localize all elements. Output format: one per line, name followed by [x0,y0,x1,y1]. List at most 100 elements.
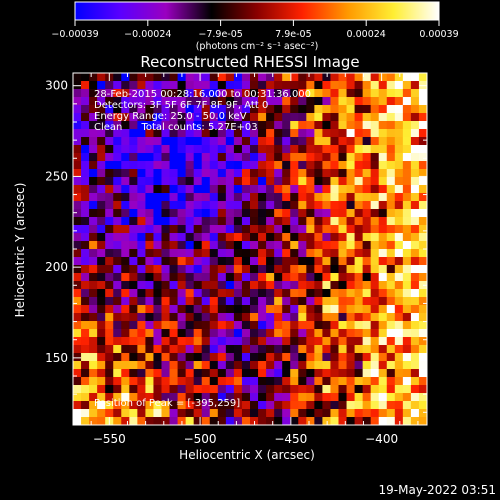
heatmap-cell [241,129,251,138]
heatmap-cell [185,369,195,378]
heatmap-cell [129,161,138,170]
heatmap-cell [89,89,98,98]
heatmap-cell [298,145,307,154]
heatmap-cell [386,345,396,354]
heatmap-cell [233,385,243,394]
heatmap-cell [258,153,267,162]
heatmap-cell [386,129,396,138]
heatmap-cell [233,233,243,242]
heatmap-cell [386,417,396,425]
heatmap-cell [306,89,315,98]
heatmap-cell [137,193,147,202]
heatmap-cell [129,185,138,194]
heatmap-cell [145,353,155,362]
heatmap-cell [330,145,340,154]
heatmap-cell [338,241,348,250]
heatmap-cell [161,137,171,146]
heatmap-cell [346,193,356,202]
heatmap-cell [410,385,420,394]
heatmap-cell [233,137,243,146]
heatmap-cell [89,121,98,130]
heatmap-cell [330,353,340,362]
heatmap-cell [266,185,275,194]
heatmap-cell [193,153,203,162]
heatmap-cell [233,249,243,258]
heatmap-cell [169,217,179,226]
heatmap-cell [97,369,106,378]
heatmap-cell [121,417,130,425]
heatmap-cell [89,409,98,418]
heatmap-cell [362,89,372,98]
heatmap-cell [298,257,307,266]
heatmap-cell [73,177,82,186]
heatmap-cell [362,273,372,282]
heatmap-cell [410,193,420,202]
heatmap-cell [402,193,412,202]
heatmap-cell [282,81,291,90]
footer-timestamp: 19-May-2022 03:51 [379,483,496,497]
heatmap-cell [97,161,106,170]
x-tick-label: −500 [184,432,217,446]
heatmap-cell [193,409,203,418]
heatmap-cell [338,185,348,194]
heatmap-cell [97,305,106,314]
heatmap-cell [105,377,114,386]
heatmap-cell [233,217,243,226]
heatmap-cell [298,225,307,234]
heatmap-cell [410,321,420,330]
heatmap-cell [121,161,130,170]
heatmap-cell [241,81,251,90]
heatmap-cell [346,385,356,394]
heatmap-cell [121,305,130,314]
heatmap-cell [402,265,412,274]
heatmap-cell [73,129,82,138]
heatmap-cell [354,281,364,290]
heatmap-cell [250,193,259,202]
heatmap-cell [169,177,179,186]
heatmap-cell [177,137,187,146]
heatmap-cell [177,169,187,178]
heatmap-cell [89,361,98,370]
heatmap-cell [113,305,122,314]
heatmap-cell [185,89,195,98]
heatmap-cell [129,257,138,266]
heatmap-cell [97,289,106,298]
heatmap-cell [394,73,404,82]
heatmap-cell [169,105,179,114]
heatmap-cell [290,329,299,338]
heatmap-cell [209,265,219,274]
heatmap-cell [185,281,195,290]
heatmap-cell [225,281,235,290]
heatmap-cell [266,249,275,258]
heatmap-cell [258,137,267,146]
heatmap-cell [330,97,340,106]
heatmap-cell [233,97,243,106]
heatmap-cell [362,377,372,386]
heatmap-cell [233,257,243,266]
heatmap-cell [145,193,155,202]
heatmap-cell [370,289,380,298]
heatmap-cell [233,265,243,274]
heatmap-cell [298,281,307,290]
heatmap-cell [338,81,348,90]
heatmap-cell [298,129,307,138]
heatmap-cell [137,209,147,218]
heatmap-cell [201,345,211,354]
heatmap-cell [209,169,219,178]
heatmap-cell [330,209,340,218]
heatmap-cell [177,89,187,98]
heatmap-cell [330,89,340,98]
heatmap-cell [201,361,211,370]
heatmap-cell [161,113,171,122]
heatmap-cell [402,201,412,210]
heatmap-cell [177,113,187,122]
heatmap-cell [97,249,106,258]
heatmap-cell [250,361,259,370]
heatmap-cell [225,209,235,218]
heatmap-cell [169,281,179,290]
heatmap-cell [378,81,388,90]
heatmap-cell [306,137,315,146]
heatmap-cell [145,361,155,370]
heatmap-cell [378,161,388,170]
heatmap-cell [298,97,307,106]
